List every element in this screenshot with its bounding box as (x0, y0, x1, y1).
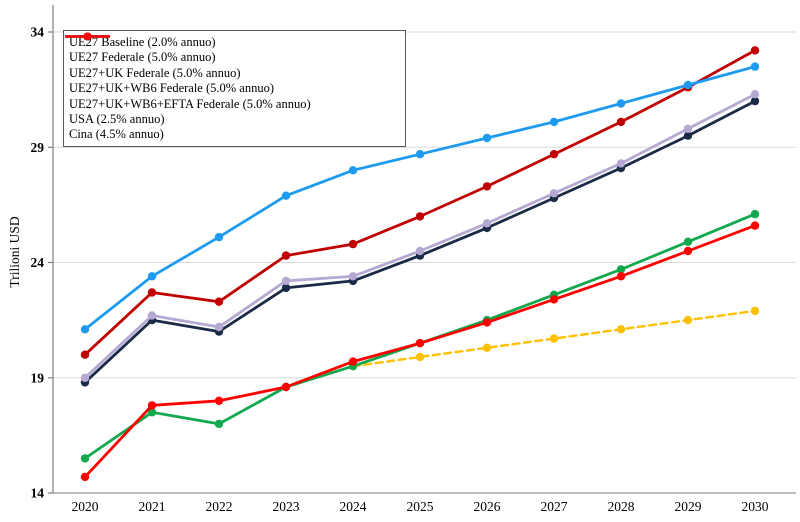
data-point-marker (750, 221, 760, 230)
y-tick-label: 29 (31, 140, 45, 155)
legend-item: UE27+UK+WB6 Federale (5.0% annuo) (65, 32, 405, 96)
x-tick-label: 2027 (541, 499, 568, 514)
data-point-marker (683, 237, 693, 246)
data-point-marker (549, 334, 559, 343)
x-tick-label: 2025 (407, 499, 434, 514)
data-point-marker (482, 133, 492, 143)
data-point-marker (281, 382, 291, 392)
data-point-marker (281, 283, 291, 293)
data-point-marker (549, 150, 559, 159)
data-point-marker (549, 117, 559, 127)
data-point-marker (281, 276, 291, 286)
legend-item: UE27 Baseline (2.0% annuo) (65, 32, 405, 50)
legend-item: UE27 Federale (5.0% annuo) (65, 32, 405, 65)
legend-label: Cina (4.5% annuo) (69, 127, 164, 142)
data-point-marker (214, 419, 224, 429)
data-point-marker (348, 272, 358, 281)
data-point-marker (482, 343, 492, 352)
legend-item: UE27+UK+WB6+EFTA Federale (5.0% annuo) (65, 32, 405, 112)
legend-label: UE27+UK+WB6 Federale (5.0% annuo) (69, 81, 275, 96)
x-tick-label: 2029 (675, 499, 702, 514)
data-point-marker (683, 124, 693, 133)
data-point-marker (80, 373, 90, 382)
data-point-marker (214, 297, 224, 306)
data-point-marker (147, 311, 157, 320)
data-point-marker (616, 325, 626, 334)
data-point-marker (616, 265, 626, 274)
data-point-marker (147, 401, 157, 410)
data-point-marker (281, 191, 291, 200)
data-point-marker (616, 99, 626, 108)
legend: UE27 Baseline (2.0% annuo) UE27 Federale … (63, 30, 406, 147)
data-point-marker (415, 339, 425, 348)
x-tick-label: 2021 (139, 499, 166, 514)
x-tick-label: 2026 (474, 499, 501, 514)
data-point-marker (616, 272, 626, 281)
x-tick-label: 2020 (72, 499, 99, 514)
legend-label: UE27+UK+WB6+EFTA Federale (5.0% annuo) (69, 96, 311, 111)
x-tick-label: 2023 (273, 499, 300, 514)
data-point-marker (750, 62, 760, 71)
data-point-marker (415, 352, 425, 362)
legend-line-sample (65, 32, 110, 41)
x-tick-label: 2030 (742, 499, 769, 514)
data-point-marker (683, 80, 693, 90)
data-point-marker (415, 212, 425, 221)
data-point-marker (750, 46, 760, 55)
data-point-marker (214, 322, 224, 332)
x-tick-label: 2022 (206, 499, 233, 514)
data-point-marker (80, 472, 90, 482)
data-point-marker (482, 182, 492, 191)
data-point-marker (482, 219, 492, 228)
data-point-marker (80, 454, 90, 463)
legend-item: Cina (4.5% annuo) (65, 32, 405, 142)
data-point-marker (683, 131, 693, 140)
data-point-marker (683, 315, 693, 325)
legend-label: UE27 Baseline (2.0% annuo) (69, 35, 216, 49)
data-point-marker (214, 232, 224, 242)
data-point-marker (750, 90, 760, 99)
legend-label: USA (2.5% annuo) (69, 111, 165, 126)
legend-label: UE27 Federale (5.0% annuo) (69, 50, 216, 65)
data-point-marker (147, 288, 157, 297)
series-line (83, 224, 757, 479)
data-point-marker (750, 209, 760, 219)
x-tick-label: 2028 (608, 499, 635, 514)
data-point-marker (415, 150, 425, 159)
data-point-marker (348, 166, 358, 175)
data-point-marker (281, 251, 291, 260)
x-tick-label: 2024 (340, 499, 367, 514)
y-tick-label: 24 (31, 255, 45, 270)
data-point-marker (348, 239, 358, 249)
y-tick-label: 19 (31, 370, 45, 385)
y-tick-label: 14 (31, 486, 45, 501)
data-point-marker (214, 396, 224, 405)
legend-label: UE27+UK Federale (5.0% annuo) (69, 65, 241, 80)
data-point-marker (147, 408, 157, 417)
data-point-marker (616, 117, 626, 127)
legend-item: UE27+UK Federale (5.0% annuo) (65, 32, 405, 81)
data-point-marker (415, 246, 425, 256)
data-point-marker (616, 159, 626, 168)
data-point-marker (549, 295, 559, 304)
data-point-marker (80, 350, 90, 359)
data-point-marker (750, 306, 760, 316)
data-point-marker (348, 357, 358, 366)
data-point-marker (683, 246, 693, 256)
data-point-marker (549, 189, 559, 198)
data-point-marker (147, 272, 157, 281)
data-point-marker (80, 325, 90, 334)
y-tick-label: 34 (31, 25, 45, 40)
legend-item: USA (2.5% annuo) (65, 32, 405, 127)
data-point-marker (482, 318, 492, 327)
data-point-marker (750, 96, 760, 106)
y-axis-title: Trilioni USD (7, 216, 22, 287)
